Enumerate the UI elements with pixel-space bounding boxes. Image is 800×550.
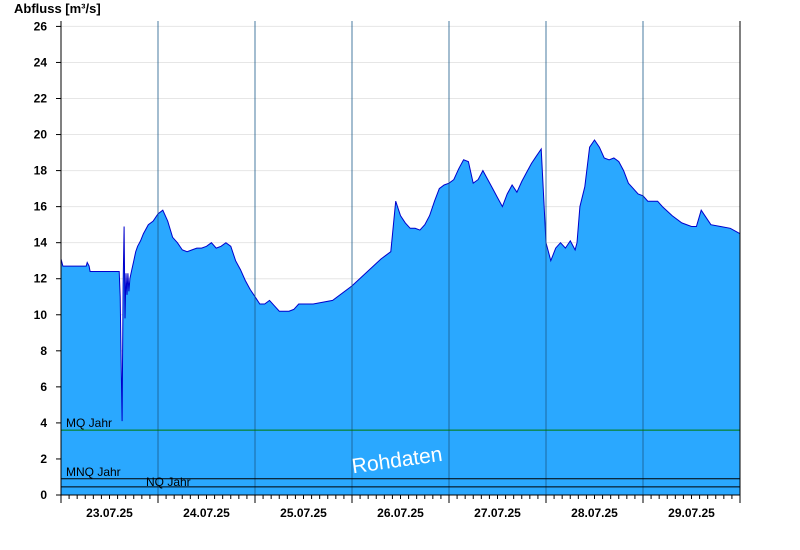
x-tick-label: 24.07.25 — [183, 506, 230, 520]
x-tick-label: 29.07.25 — [668, 506, 715, 520]
y-tick-label: 26 — [34, 19, 48, 33]
series-layer — [60, 139, 741, 495]
y-tick-label: 24 — [34, 55, 48, 69]
x-tick-label: 27.07.25 — [474, 506, 521, 520]
day-divider-layer — [157, 21, 644, 495]
discharge-line — [60, 139, 741, 422]
y-tick-label: 2 — [40, 452, 47, 466]
y-tick-label: 4 — [40, 416, 47, 430]
reference-line-label: NQ Jahr — [146, 475, 191, 489]
reference-lines-layer: MQ Jahr MNQ Jahr NQ Jahr — [61, 416, 740, 489]
y-tick-label: 14 — [34, 236, 48, 250]
y-tick-label: 6 — [40, 380, 47, 394]
y-tick-label: 8 — [40, 344, 47, 358]
x-tick-label: 26.07.25 — [377, 506, 424, 520]
discharge-area — [61, 140, 740, 495]
x-tick-label: 25.07.25 — [280, 506, 327, 520]
y-tick-label: 18 — [34, 164, 48, 178]
y-tick-label: 0 — [40, 488, 47, 502]
reference-line-label: MNQ Jahr — [66, 465, 121, 479]
y-tick-label: 22 — [34, 91, 48, 105]
x-tick-label: 28.07.25 — [571, 506, 618, 520]
x-tick-label: 23.07.25 — [86, 506, 133, 520]
y-tick-label: 16 — [34, 200, 48, 214]
y-axis-label: Abfluss [m³/s] — [14, 1, 101, 16]
y-tick-label: 12 — [34, 272, 48, 286]
y-tick-label: 20 — [34, 128, 48, 142]
reference-line-label: MQ Jahr — [66, 416, 112, 430]
y-tick-label: 10 — [34, 308, 48, 322]
